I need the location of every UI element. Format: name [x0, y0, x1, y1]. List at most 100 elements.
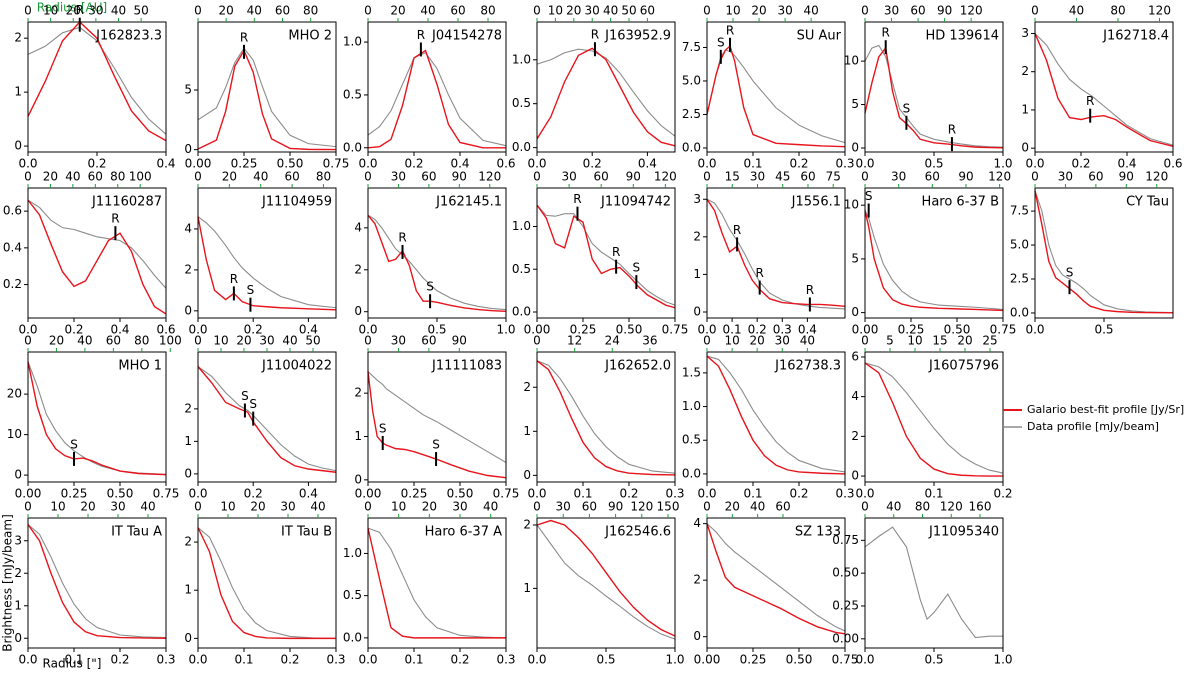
- x2-tick-label: 75: [826, 170, 841, 184]
- model-line: [536, 204, 676, 309]
- y-tick-label: 0.2: [3, 277, 22, 291]
- x-tick-label: 0.0: [1025, 323, 1044, 337]
- x2-tick-label: 20: [222, 170, 237, 184]
- x2-tick-label: 80: [915, 500, 930, 514]
- x2-tick-label: 100: [159, 334, 182, 348]
- y-tick-label: 1: [184, 434, 192, 448]
- axes-frame: [27, 517, 167, 649]
- data-line: [367, 371, 507, 463]
- x-tick-label: 0.0: [358, 653, 377, 667]
- x2-tick-label: 40: [77, 334, 92, 348]
- y-tick-label: 0: [184, 466, 192, 480]
- x2-tick-label: 40: [253, 170, 268, 184]
- data-line: [864, 44, 1004, 148]
- axes-frame: [536, 187, 676, 319]
- x2-tick-label: 0: [861, 170, 869, 184]
- y-tick-label: 0: [184, 631, 192, 645]
- y-tick-label: 7.5: [1010, 204, 1029, 218]
- y-tick-label: 2: [693, 229, 701, 243]
- y-tick-label: 10: [7, 427, 22, 441]
- axes-frame: [706, 351, 846, 483]
- panel-title: J162738.3: [774, 359, 841, 374]
- x-tick-label: 0.0: [527, 487, 546, 501]
- x2-tick-label: 160: [969, 500, 992, 514]
- x-tick-label: 0.75: [153, 487, 180, 501]
- x2-tick-label: 5: [886, 334, 894, 348]
- axes-frame: [706, 187, 846, 319]
- marker-label: R: [726, 23, 734, 37]
- marker-label: R: [756, 266, 764, 280]
- y-tick-label: 1: [523, 581, 531, 595]
- x2-tick-label: 40: [140, 500, 155, 514]
- y-tick-label: 1.0: [343, 546, 362, 560]
- axes-frame: [367, 351, 507, 483]
- data-line: [197, 527, 337, 639]
- axes-frame: [197, 517, 337, 649]
- x2-tick-label: 40: [247, 4, 262, 18]
- x-tick-label: 0.2: [993, 487, 1012, 501]
- x2-tick-label: 20: [43, 170, 58, 184]
- x2-tick-label: 10: [391, 500, 406, 514]
- x2-tick-label: 60: [450, 4, 465, 18]
- x-tick-label: 0.0: [18, 323, 37, 337]
- model-line: [1034, 33, 1174, 147]
- axes-frame: [706, 21, 846, 153]
- model-line: [536, 47, 676, 147]
- x2-tick-label: 0: [861, 4, 869, 18]
- x2-tick-label: 0: [861, 500, 869, 514]
- marker-label: S: [249, 397, 257, 411]
- model-line: [536, 360, 676, 476]
- data-line: [1034, 33, 1174, 146]
- x-tick-label: 0.00: [524, 323, 551, 337]
- y-tick-label: 10: [844, 54, 859, 68]
- x2-tick-label: 0: [364, 500, 372, 514]
- y-tick-label: 2: [354, 262, 362, 276]
- x-tick-label: 0.2: [583, 157, 602, 171]
- x-tick-label: 0.5: [1094, 323, 1113, 337]
- data-line: [706, 355, 846, 473]
- model-line: [197, 216, 337, 311]
- y-tick-label: 1: [354, 429, 362, 443]
- y-tick-label: 4: [354, 220, 362, 234]
- x-tick-label: 0.25: [401, 487, 428, 501]
- y-tick-label: 10: [844, 198, 859, 212]
- y-tick-label: 1: [14, 598, 22, 612]
- y-tick-label: 1: [693, 267, 701, 281]
- x2-tick-label: 0: [533, 4, 541, 18]
- x2-tick-label: 60: [421, 334, 436, 348]
- x2-tick-label: 36: [642, 334, 657, 348]
- x-tick-label: 0.1: [573, 487, 592, 501]
- x2-tick-label: 40: [804, 4, 819, 18]
- axes-frame: [864, 187, 1004, 319]
- x2-tick-label: 20: [390, 4, 405, 18]
- panel-title: Haro 6-37 A: [425, 525, 503, 540]
- y-tick-label: 0.0: [512, 140, 531, 154]
- y-tick-label: 0.0: [343, 630, 362, 644]
- x-tick-label: 0.1: [723, 323, 742, 337]
- x2-tick-label: 30: [452, 500, 467, 514]
- marker-label: R: [76, 3, 84, 17]
- x-tick-label: 0.0: [855, 487, 874, 501]
- x2-tick-label: 30: [1058, 170, 1073, 184]
- y-tick-label: 0: [354, 304, 362, 318]
- model-line: [27, 361, 167, 476]
- y-tick-label: 0: [693, 304, 701, 318]
- x2-tick-label: 20: [750, 334, 765, 348]
- y-tick-label: 0: [14, 468, 22, 482]
- panel-title: J1556.1: [791, 195, 841, 210]
- x2-tick-label: 90: [626, 170, 641, 184]
- marker-label: S: [432, 438, 440, 452]
- x-tick-label: 0.75: [990, 323, 1017, 337]
- x-tick-label: 0.1: [743, 157, 762, 171]
- x2-tick-label: 60: [910, 4, 925, 18]
- x-tick-label: 0.0: [697, 323, 716, 337]
- x2-tick-label: 90: [937, 4, 952, 18]
- y-tick-label: 5: [851, 251, 859, 265]
- x2-tick-label: 60: [1088, 170, 1103, 184]
- marker-label: S: [426, 280, 434, 294]
- y-tick-label: 1.0: [512, 52, 531, 66]
- y-tick-label: 1.0: [682, 399, 701, 413]
- x2-tick-label: 80: [1110, 4, 1125, 18]
- x2-tick-label: 20: [725, 500, 740, 514]
- x-tick-label: 0.25: [570, 323, 597, 337]
